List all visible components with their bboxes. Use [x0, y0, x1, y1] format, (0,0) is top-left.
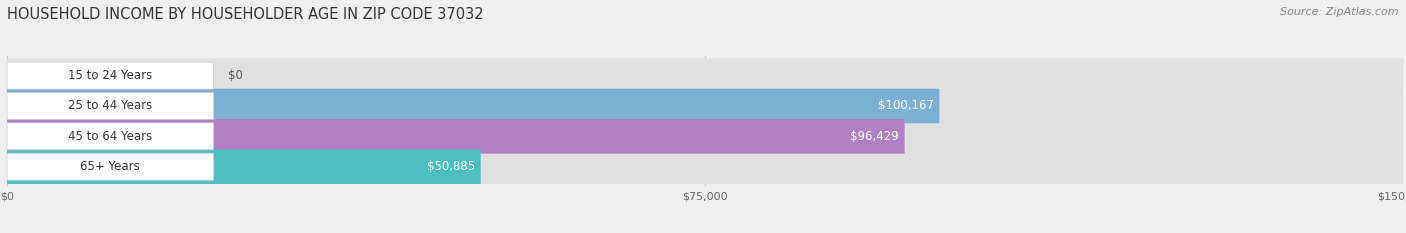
FancyBboxPatch shape	[7, 149, 1403, 184]
FancyBboxPatch shape	[7, 58, 1403, 93]
FancyBboxPatch shape	[7, 89, 1403, 123]
Text: $100,167: $100,167	[877, 99, 934, 113]
Text: $96,429: $96,429	[851, 130, 898, 143]
FancyBboxPatch shape	[7, 119, 904, 154]
FancyBboxPatch shape	[7, 89, 939, 123]
FancyBboxPatch shape	[7, 123, 214, 150]
Text: 25 to 44 Years: 25 to 44 Years	[69, 99, 152, 113]
FancyBboxPatch shape	[7, 119, 1403, 154]
Text: 15 to 24 Years: 15 to 24 Years	[69, 69, 152, 82]
Text: 45 to 64 Years: 45 to 64 Years	[69, 130, 152, 143]
Text: $50,885: $50,885	[427, 160, 475, 173]
FancyBboxPatch shape	[7, 62, 214, 89]
Text: 65+ Years: 65+ Years	[80, 160, 141, 173]
Text: HOUSEHOLD INCOME BY HOUSEHOLDER AGE IN ZIP CODE 37032: HOUSEHOLD INCOME BY HOUSEHOLDER AGE IN Z…	[7, 7, 484, 22]
Text: Source: ZipAtlas.com: Source: ZipAtlas.com	[1281, 7, 1399, 17]
FancyBboxPatch shape	[7, 149, 481, 184]
FancyBboxPatch shape	[7, 153, 214, 180]
FancyBboxPatch shape	[7, 93, 214, 120]
Text: $0: $0	[228, 69, 242, 82]
